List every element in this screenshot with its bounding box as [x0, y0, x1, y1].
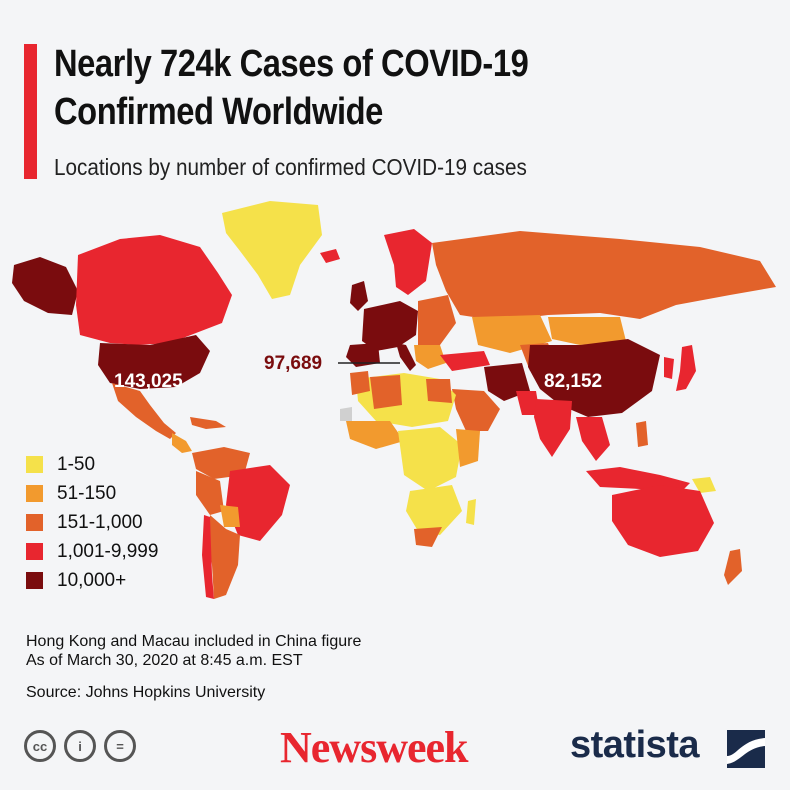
newsweek-logo[interactable]: Newsweek — [280, 723, 469, 772]
world-map: 143,025 97,689 82,152 — [12, 201, 776, 599]
legend: 1-50 51-150 151-1,000 1,001-9,999 10,000… — [26, 450, 158, 595]
region-central-africa — [398, 427, 462, 491]
legend-swatch — [26, 514, 43, 531]
cc-icon[interactable]: cc — [24, 730, 56, 762]
legend-swatch — [26, 456, 43, 473]
legend-label: 1,001-9,999 — [57, 540, 159, 562]
footnote-date: As of March 30, 2020 at 8:45 a.m. EST — [26, 652, 303, 669]
footnotes: Hong Kong and Macau included in China fi… — [26, 632, 361, 670]
region-greenland — [222, 201, 322, 299]
label-italy-cases: 97,689 — [264, 353, 322, 374]
region-china — [528, 339, 660, 417]
region-no-data — [340, 407, 352, 421]
region-west-africa — [346, 421, 404, 449]
legend-swatch — [26, 543, 43, 560]
region-japan — [676, 345, 696, 391]
region-uk — [350, 281, 368, 311]
region-brazil — [226, 465, 290, 541]
label-us-cases: 143,025 — [114, 371, 183, 392]
legend-item: 10,000+ — [26, 566, 158, 595]
region-australia — [612, 485, 714, 557]
legend-label: 1-50 — [57, 453, 96, 475]
legend-item: 1,001-9,999 — [26, 537, 158, 566]
attribution-icon[interactable]: i — [64, 730, 96, 762]
region-balkans — [414, 345, 446, 369]
region-western-europe — [362, 301, 418, 351]
legend-label: 151-1,000 — [57, 511, 143, 533]
region-argentina-chile — [208, 515, 240, 599]
region-eastern-europe — [418, 295, 456, 345]
statista-logo-icon[interactable] — [727, 730, 765, 768]
region-kazakhstan — [472, 315, 552, 353]
region-southeast-asia — [576, 417, 610, 461]
region-italy — [396, 343, 416, 371]
region-scandinavia — [384, 229, 432, 295]
region-spain — [346, 343, 380, 367]
source-note: Source: Johns Hopkins University — [26, 684, 266, 701]
region-morocco — [350, 371, 370, 395]
region-south-africa — [414, 527, 442, 547]
region-new-zealand — [724, 549, 742, 585]
label-china-cases: 82,152 — [544, 371, 602, 392]
legend-label: 51-150 — [57, 482, 117, 504]
region-madagascar — [466, 499, 476, 525]
license-icons: cc i = — [24, 730, 136, 762]
region-alaska — [12, 257, 78, 315]
title-accent-bar — [24, 44, 37, 179]
region-korea — [664, 357, 674, 379]
region-chile-strip — [202, 515, 214, 599]
region-algeria — [370, 375, 402, 409]
region-iceland — [320, 249, 340, 263]
title-line-1: Nearly 724k Cases of COVID-19 — [54, 43, 529, 85]
region-east-africa — [456, 429, 480, 467]
footnote-china: Hong Kong and Macau included in China fi… — [26, 633, 362, 650]
no-derivatives-icon[interactable]: = — [104, 730, 136, 762]
legend-label: 10,000+ — [57, 569, 127, 591]
region-arabia — [452, 389, 500, 431]
legend-item: 151-1,000 — [26, 508, 158, 537]
chart-subtitle: Locations by number of confirmed COVID-1… — [54, 154, 527, 180]
chart-title: Nearly 724k Cases of COVID-19 Confirmed … — [54, 40, 656, 136]
region-russia — [432, 231, 776, 321]
region-png — [692, 477, 716, 493]
region-turkey — [440, 351, 490, 371]
region-peru — [196, 471, 224, 515]
region-egypt — [426, 379, 452, 403]
region-bolivia — [220, 505, 240, 527]
legend-item: 1-50 — [26, 450, 158, 479]
region-canada — [76, 235, 232, 345]
title-line-2: Confirmed Worldwide — [54, 91, 383, 133]
region-southern-africa — [406, 485, 462, 535]
region-india — [534, 399, 572, 457]
statista-logo-text[interactable]: statista — [570, 724, 700, 766]
region-caribbean — [190, 417, 226, 429]
legend-swatch — [26, 572, 43, 589]
region-central-america — [172, 433, 192, 453]
region-usa — [98, 335, 210, 389]
legend-swatch — [26, 485, 43, 502]
region-indonesia — [586, 467, 690, 491]
region-philippines — [636, 421, 648, 447]
region-mongolia — [548, 317, 626, 345]
region-mexico — [112, 383, 176, 439]
region-pakistan — [516, 391, 540, 415]
legend-item: 51-150 — [26, 479, 158, 508]
